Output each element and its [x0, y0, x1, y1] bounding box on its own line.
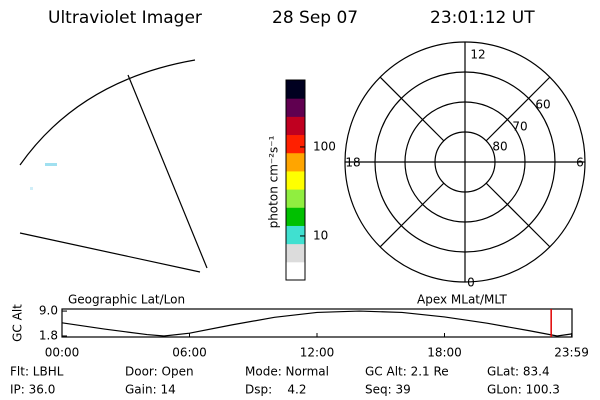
color-step [286, 134, 305, 154]
status-field: IP: 36.0 [10, 383, 55, 397]
colorbar-label: photon cm⁻²s⁻¹ [267, 135, 281, 228]
status-field: Seq: 39 [365, 383, 411, 397]
status-field: GC Alt: 2.1 Re [365, 365, 449, 379]
mlat-label: 60 [535, 98, 550, 112]
status-field: Flt: LBHL [10, 365, 64, 379]
date: 28 Sep 07 [272, 8, 358, 28]
color-step [286, 80, 305, 99]
color-step [286, 170, 305, 190]
color-step [286, 116, 305, 136]
polar-grid: 12 6 0 18 60 70 80 [344, 41, 586, 290]
colorbar-tick-label: 10 [313, 228, 328, 242]
boundary-line [127, 74, 208, 269]
emission-speck [30, 187, 33, 190]
boundary-line [19, 232, 201, 273]
altitude-line [61, 310, 573, 337]
orbit-frame [61, 308, 573, 338]
mlt-label: 12 [470, 48, 485, 62]
colorbar-frame [285, 79, 306, 281]
mlt-label: 0 [467, 276, 475, 290]
mlat-label: 70 [512, 120, 527, 134]
time: 23:01:12 UT [430, 8, 535, 28]
color-step [286, 98, 305, 117]
orbit-plot: 9.0 1.8 00:00 06:00 12:00 18:00 23:59 [39, 304, 589, 360]
mlat-label: 80 [492, 140, 507, 154]
status-field: Dsp: 4.2 [245, 383, 307, 397]
limb-arc [19, 59, 196, 166]
x-tick-label: 06:00 [172, 346, 207, 360]
y-tick-label: 1.8 [39, 328, 58, 342]
status-field: Gain: 14 [125, 383, 176, 397]
y-tick-label: 9.0 [39, 304, 58, 318]
image-panel [19, 59, 208, 273]
mlt-label: 18 [345, 156, 360, 170]
title: Ultraviolet Imager [48, 8, 202, 28]
orbit-right-label: Apex MLat/MLT [417, 293, 507, 307]
x-tick-label: 23:59 [554, 346, 589, 360]
status-field: GLat: 83.4 [487, 365, 550, 379]
mlt-label: 6 [576, 156, 584, 170]
color-step [286, 261, 305, 281]
color-step [286, 243, 305, 263]
color-step [286, 207, 305, 226]
color-step [286, 152, 305, 172]
orbit-y-label: GC Alt [11, 304, 25, 342]
color-step [286, 189, 305, 208]
x-tick-label: 18:00 [427, 346, 462, 360]
status-field: Mode: Normal [245, 365, 329, 379]
orbit-left-label: Geographic Lat/Lon [68, 293, 185, 307]
status-block: Flt: LBHL Door: Open Mode: Normal GC Alt: 2… [10, 365, 560, 397]
x-tick-label: 00:00 [45, 346, 80, 360]
colorbar-tick-label: 100 [313, 139, 336, 153]
colorbar: 10 100 [285, 79, 336, 281]
x-tick-label: 12:00 [300, 346, 335, 360]
status-field: Door: Open [125, 365, 194, 379]
status-field: GLon: 100.3 [487, 383, 560, 397]
emission-speck [45, 163, 57, 166]
color-step [286, 225, 305, 245]
